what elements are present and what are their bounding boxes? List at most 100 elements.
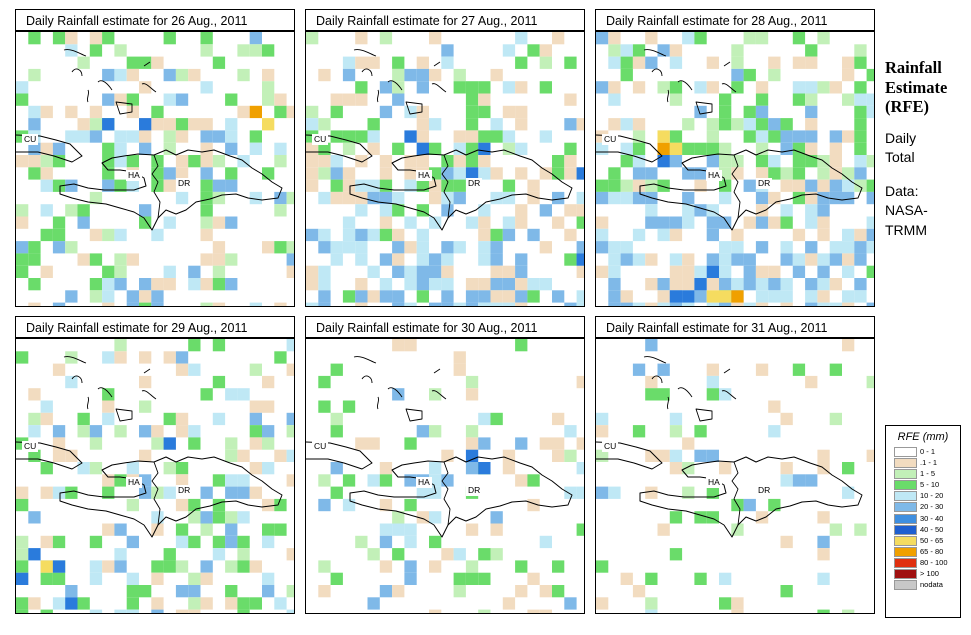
rain-cell [40,400,53,413]
rain-cell [342,290,356,303]
rain-cell [52,302,66,306]
rain-cell [318,302,331,306]
rain-cell [453,302,466,306]
heavy-rain-cell [465,449,479,462]
rain-cell [416,241,429,254]
rain-cell [694,572,707,585]
rain-cell [743,498,756,512]
rain-cell [719,93,732,106]
rain-cell [478,216,491,229]
rain-cell [527,44,540,57]
rain-cell [552,32,565,45]
rain-cell [404,241,417,254]
rain-cell [212,535,226,549]
rain-cell [429,486,442,499]
rain-cell [274,597,287,610]
rain-cell [225,253,238,266]
rain-cell [200,81,213,94]
rain-cell [453,142,466,155]
rain-cell [212,155,226,168]
rain-cell [416,278,429,291]
rain-cell [28,68,41,82]
rain-cell [805,179,818,192]
rain-cell [188,511,201,524]
rain-cell [645,339,658,352]
rain-cell [842,609,855,613]
rain-cell [237,511,250,524]
rain-cell [355,253,368,266]
svg-text:HA: HA [418,477,430,487]
rain-cell [163,462,176,475]
rain-cell [743,253,756,266]
rain-cell [262,93,275,106]
rain-cell [755,363,769,376]
rain-cell [102,278,115,291]
rain-cell [805,105,818,119]
rain-cell [392,548,405,561]
coastline [731,461,741,526]
rain-cell [564,56,577,69]
rain-cell [126,535,139,549]
rain-cell [416,68,429,82]
rain-cell [355,130,368,143]
rain-cell [539,56,552,69]
rain-cell [792,253,806,266]
rain-cell [200,191,213,205]
rain-cell [768,167,781,180]
rain-cell [342,68,356,82]
rain-cell [102,290,115,303]
rain-cell [151,155,164,168]
rain-cell [682,167,695,180]
rain-cell [596,241,609,254]
rain-cell [755,191,769,205]
rain-cell [175,191,189,205]
country-label-dr: DR [466,485,482,496]
country-label-dr: DR [466,178,482,189]
rain-cell [237,388,250,401]
rain-cell [596,32,609,45]
rain-cell [404,560,417,573]
legend-swatch [894,469,917,480]
rain-cell [28,167,41,180]
rain-cell [441,44,454,57]
country-label-ha: HA [416,477,432,488]
rain-cell [682,437,695,450]
rain-cell [478,548,491,561]
rain-cell [465,523,479,536]
rain-cell [126,68,139,82]
legend-swatch [894,458,917,469]
rain-cell [52,486,66,499]
rain-cell [805,241,818,254]
rain-cell [330,253,343,266]
rain-cell [465,93,479,106]
rain-cell [28,241,41,254]
rain-cell [262,400,275,413]
rain-cell [274,204,287,217]
rain-cell [40,412,53,426]
rain-cell [237,105,250,119]
rain-cell [755,265,769,278]
rain-cell [731,253,744,266]
coastline [353,49,377,57]
rain-cell [805,216,818,229]
rain-cell [318,560,331,573]
rain-cell [768,155,781,168]
rain-cell [52,32,66,45]
rain-cell [694,425,707,438]
rain-cell [576,191,584,205]
rain-cell [52,363,66,376]
rain-cell [719,191,732,205]
rain-cell [854,167,867,180]
rain-cell [392,302,405,306]
rain-cell [306,302,319,306]
rain-cell [755,167,769,180]
rain-cell [596,425,609,438]
rain-cell [731,228,744,242]
rain-cell [429,388,442,401]
rain-cell [564,253,577,266]
coastline [721,83,737,93]
rain-cell [792,265,806,278]
rain-cell [392,265,405,278]
rain-cell [404,68,417,82]
rain-cell [237,449,250,462]
